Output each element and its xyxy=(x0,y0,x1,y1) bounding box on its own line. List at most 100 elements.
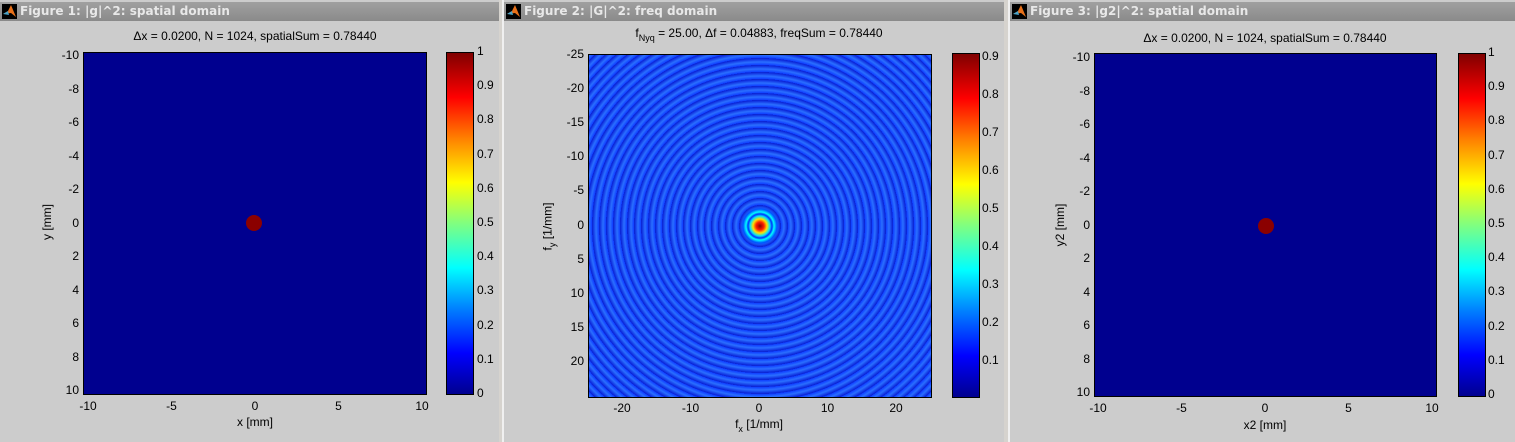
colorbar-tick-label: 0.2 xyxy=(477,317,494,332)
colorbar-tick-label: 0.4 xyxy=(1488,250,1505,265)
x-tick-label: -10 xyxy=(681,401,700,415)
colorbar-tick-label: 0.9 xyxy=(982,49,999,63)
x-axis-label: x2 [mm] xyxy=(1243,418,1287,432)
colorbar-tick-label: 0.8 xyxy=(1488,113,1505,128)
y-tick-label: -15 xyxy=(566,115,584,130)
colorbar-tick-label: 0.5 xyxy=(477,215,494,229)
figure-3-window: Figure 3: |g2|^2: spatial domain Δx = 0.… xyxy=(1008,0,1515,442)
matlab-logo-icon xyxy=(506,4,521,19)
y-tick-label: -6 xyxy=(1079,117,1090,131)
matlab-logo-icon xyxy=(1012,4,1027,19)
plot-title: fNyq = 25.00, Δf = 0.04883, freqSum = 0.… xyxy=(588,26,930,43)
y-axis-label: y [mm] xyxy=(40,204,54,240)
intensity-dot xyxy=(246,215,262,231)
x-axis-label: x [mm] xyxy=(237,415,273,429)
colorbar xyxy=(1458,53,1486,397)
x-tick-label: 5 xyxy=(335,399,342,413)
plot-title-rest: = 25.00, Δf = 0.04883, freqSum = 0.78440 xyxy=(654,26,883,40)
heatmap-axes[interactable] xyxy=(83,52,427,395)
y-tick-label: 0 xyxy=(577,217,584,232)
xlabel-rest: [1/mm] xyxy=(742,417,783,431)
y-tick-label: -4 xyxy=(1079,150,1090,165)
y-tick-label: -8 xyxy=(1079,83,1090,98)
colorbar-tick-label: 0.2 xyxy=(982,315,999,329)
colorbar-tick-label: 0.6 xyxy=(1488,181,1505,196)
colorbar-tick-label: 0.7 xyxy=(477,146,494,161)
colorbar-tick-label: 0.5 xyxy=(1488,216,1505,230)
y-axis-label: fy [1/mm] xyxy=(541,197,558,257)
x-tick-label: -10 xyxy=(79,399,97,413)
colorbar-tick-label: 0.6 xyxy=(477,180,494,195)
y-tick-label: 10 xyxy=(65,383,79,397)
colorbar-tick-label: 0.7 xyxy=(982,125,999,139)
y-tick-label: -20 xyxy=(566,81,584,96)
xlabel-sub: x xyxy=(738,424,743,434)
y-tick-label: -5 xyxy=(573,183,584,198)
figure-2-title: Figure 2: |G|^2: freq domain xyxy=(524,4,718,18)
intensity-dot xyxy=(1258,218,1274,234)
x-tick-label: 5 xyxy=(1345,401,1352,415)
colorbar-tick-label: 0.2 xyxy=(1488,318,1505,333)
colorbar-tick-label: 1 xyxy=(477,44,484,58)
heatmap-axes[interactable] xyxy=(1094,53,1437,397)
matlab-logo-icon xyxy=(2,4,17,19)
y-tick-label: 10 xyxy=(1076,385,1090,399)
figure-1-titlebar[interactable]: Figure 1: |g|^2: spatial domain xyxy=(0,2,499,21)
y-tick-label: -10 xyxy=(566,149,584,164)
plot-title: Δx = 0.0200, N = 1024, spatialSum = 0.78… xyxy=(1143,31,1387,45)
colorbar-tick-label: 0.3 xyxy=(982,277,999,291)
x-tick-label: 10 xyxy=(1425,401,1439,415)
y-tick-label: -25 xyxy=(566,47,584,61)
colorbar-tick-label: 0.4 xyxy=(982,239,999,253)
y-tick-label: 5 xyxy=(577,251,584,266)
x-tick-label: 0 xyxy=(1261,401,1269,415)
ylabel-rest: [1/mm] xyxy=(540,202,555,243)
y-tick-label: 4 xyxy=(72,282,79,297)
y-tick-label: -2 xyxy=(1079,184,1090,198)
y-tick-label: -10 xyxy=(61,48,79,62)
y-tick-label: 0 xyxy=(1083,217,1090,232)
y-tick-label: 0 xyxy=(72,215,79,230)
colorbar-tick-label: 0 xyxy=(1488,387,1495,401)
y-tick-label: 2 xyxy=(1083,251,1090,265)
x-tick-label: 10 xyxy=(415,399,429,413)
x-tick-label: 0 xyxy=(755,401,763,415)
colorbar xyxy=(446,52,474,395)
colorbar-tick-label: 0.8 xyxy=(477,112,494,127)
colorbar-tick-label: 0.5 xyxy=(982,201,999,215)
figure-2-titlebar[interactable]: Figure 2: |G|^2: freq domain xyxy=(504,2,1004,21)
x-tick-label: -5 xyxy=(166,399,177,413)
x-axis-label: fx [1/mm] xyxy=(709,417,809,434)
colorbar-tick-label: 0 xyxy=(477,386,484,400)
figure-3-title: Figure 3: |g2|^2: spatial domain xyxy=(1030,4,1249,18)
y-tick-label: -2 xyxy=(68,182,79,196)
x-tick-label: 0 xyxy=(251,399,259,413)
y-tick-label: -8 xyxy=(68,81,79,96)
colorbar-tick-label: 0.3 xyxy=(1488,284,1505,299)
y-tick-label: -10 xyxy=(1072,50,1090,64)
heatmap-axes[interactable] xyxy=(588,54,932,398)
colorbar-tick-label: 1 xyxy=(1488,45,1495,59)
y-axis-label: y2 [mm] xyxy=(1053,203,1067,247)
y-tick-label: -6 xyxy=(68,115,79,129)
figure-3-titlebar[interactable]: Figure 3: |g2|^2: spatial domain xyxy=(1010,2,1515,21)
x-tick-label: 10 xyxy=(820,401,835,415)
plot-title-sub: Nyq xyxy=(638,33,655,43)
colorbar xyxy=(952,53,980,398)
figure-1-title: Figure 1: |g|^2: spatial domain xyxy=(20,4,230,18)
y-tick-label: 15 xyxy=(570,319,584,334)
x-tick-label: -10 xyxy=(1089,401,1107,415)
y-tick-label: 6 xyxy=(1083,318,1090,332)
y-tick-label: -4 xyxy=(68,148,79,163)
plot-title-f: f xyxy=(635,26,639,40)
colorbar-tick-label: 0.3 xyxy=(477,283,494,298)
figure-2-window: Figure 2: |G|^2: freq domain fNyq = 25.0… xyxy=(502,0,1004,442)
colorbar-tick-label: 0.9 xyxy=(1488,79,1505,94)
colorbar-tick-label: 0.6 xyxy=(982,163,999,177)
colorbar-tick-label: 0.4 xyxy=(477,249,494,264)
colorbar-tick-label: 0.1 xyxy=(477,351,494,366)
colorbar-tick-label: 0.1 xyxy=(1488,352,1505,367)
figure-1-window: Figure 1: |g|^2: spatial domain Δx = 0.0… xyxy=(0,0,499,442)
ylabel-f: f xyxy=(540,247,555,251)
colorbar-tick-label: 0.9 xyxy=(477,78,494,93)
